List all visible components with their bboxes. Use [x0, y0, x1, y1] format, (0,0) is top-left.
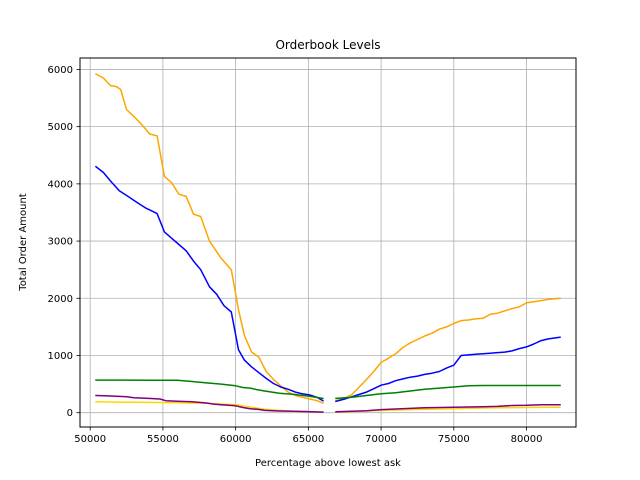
x-tick-label: 70000 — [365, 434, 397, 445]
x-tick-label: 60000 — [220, 434, 252, 445]
y-tick-label: 5000 — [48, 122, 73, 133]
grid-lines — [80, 58, 576, 427]
x-axis-label: Percentage above lowest ask — [255, 458, 401, 469]
y-tick-label: 3000 — [48, 237, 73, 248]
y-tick-label: 0 — [67, 408, 73, 419]
x-tick-label: 75000 — [438, 434, 470, 445]
series-1-line-asks — [335, 297, 561, 402]
y-tick-label: 1000 — [48, 351, 73, 362]
series-1-line-bids — [94, 72, 324, 404]
x-axis: 50000 55000 60000 65000 70000 75000 80000 — [74, 427, 542, 445]
series-3-line-bids — [95, 379, 324, 400]
x-tick-label: 80000 — [511, 434, 543, 445]
y-tick-label: 2000 — [48, 294, 73, 305]
y-axis-label: Total Order Amount — [18, 193, 29, 292]
plot-frame — [79, 57, 577, 428]
series-4-line-asks — [335, 403, 561, 413]
x-tick-label: 55000 — [147, 434, 179, 445]
series-2-line-bids — [94, 165, 324, 402]
series-lines — [94, 72, 561, 413]
x-tick-label: 65000 — [292, 434, 324, 445]
y-tick-label: 4000 — [48, 179, 73, 190]
y-axis: 0 1000 2000 3000 4000 5000 6000 — [48, 65, 80, 419]
series-4-line-bids — [95, 394, 324, 413]
x-tick-label: 50000 — [74, 434, 106, 445]
plot-area — [80, 58, 576, 427]
y-tick-label: 6000 — [48, 65, 73, 76]
chart-title: Orderbook Levels — [275, 38, 380, 52]
series-3-line-asks — [335, 384, 561, 400]
series-2-line-asks — [335, 336, 561, 403]
